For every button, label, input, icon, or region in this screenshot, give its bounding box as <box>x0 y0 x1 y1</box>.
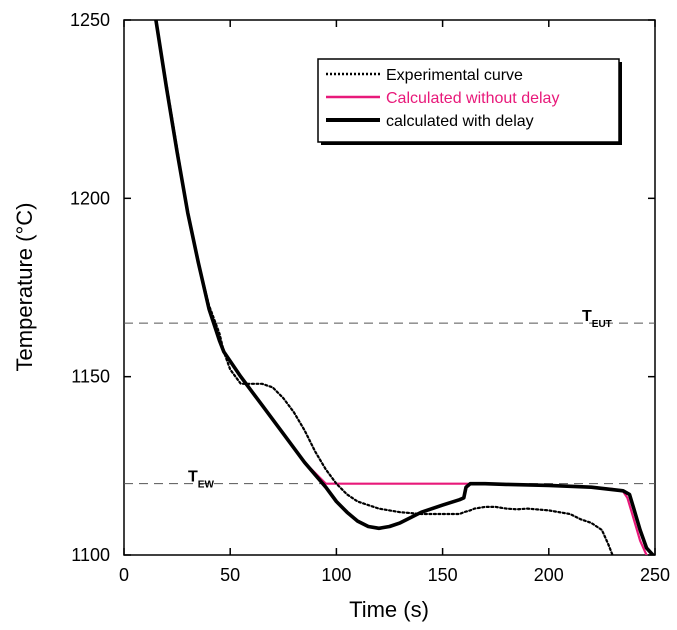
legend-label-without-delay: Calculated without delay <box>386 90 559 107</box>
x-tick-label: 0 <box>119 565 129 585</box>
series-with-delay <box>154 20 655 555</box>
x-tick-label: 150 <box>428 565 458 585</box>
x-tick-label: 250 <box>640 565 670 585</box>
x-tick-label: 100 <box>321 565 351 585</box>
reference-lines: TEUT TEW <box>124 308 655 491</box>
reference-line-label: TEW <box>188 469 214 491</box>
x-tick-label: 200 <box>534 565 564 585</box>
plot-frame <box>123 19 656 556</box>
y-tick-label: 1100 <box>71 545 110 565</box>
y-tick-label: 1250 <box>70 10 110 30</box>
legend-box-shadow-right <box>619 62 622 145</box>
x-tick-label: 50 <box>220 565 240 585</box>
legend-label-experimental: Experimental curve <box>386 67 523 84</box>
legend-box <box>317 58 620 143</box>
reference-line-label: TEUT <box>582 308 612 330</box>
y-tick-label: 1150 <box>71 367 110 387</box>
legend-label-with-delay: calculated with delay <box>386 113 534 130</box>
x-axis-label: Time (s) <box>349 597 429 622</box>
y-axis-label: Temperature (°C) <box>12 203 37 372</box>
tick-marks <box>123 19 656 556</box>
series-lines <box>154 20 655 555</box>
tick-labels: 0 50 100 150 200 250 1100 1150 1200 1250 <box>70 10 670 585</box>
legend-box-shadow-bottom <box>321 142 622 145</box>
y-tick-label: 1200 <box>70 188 110 208</box>
legend: Experimental curve Calculated without de… <box>317 58 622 145</box>
